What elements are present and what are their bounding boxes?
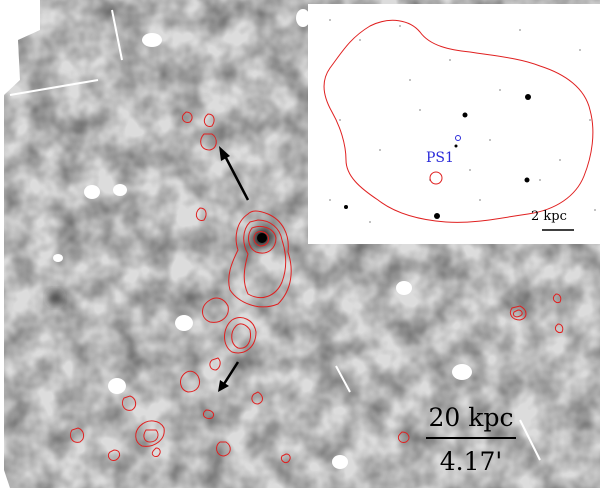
main-scale-bar: 20 kpc 4.17' bbox=[426, 403, 516, 476]
scale-bar-distance-label: 20 kpc bbox=[429, 403, 514, 432]
arrow-north-head bbox=[219, 146, 230, 161]
ps1-label: PS1 bbox=[426, 150, 454, 166]
inset-speckle bbox=[329, 19, 596, 223]
arrow-south-head bbox=[218, 380, 229, 392]
inset-panel: PS1 2 kpc bbox=[308, 4, 608, 244]
arrows bbox=[218, 146, 250, 392]
arrow-south bbox=[222, 361, 240, 385]
inset-stars bbox=[344, 94, 531, 219]
inset-scale-bar-label: 2 kpc bbox=[531, 209, 567, 224]
masked-regions bbox=[53, 9, 472, 469]
inset-contour bbox=[323, 19, 594, 223]
scale-bar-angle-label: 4.17' bbox=[440, 447, 503, 476]
xray-contours bbox=[69, 111, 564, 463]
chip-gaps bbox=[9, 9, 541, 461]
arrow-north bbox=[223, 155, 250, 201]
ps1-marker bbox=[455, 135, 461, 141]
